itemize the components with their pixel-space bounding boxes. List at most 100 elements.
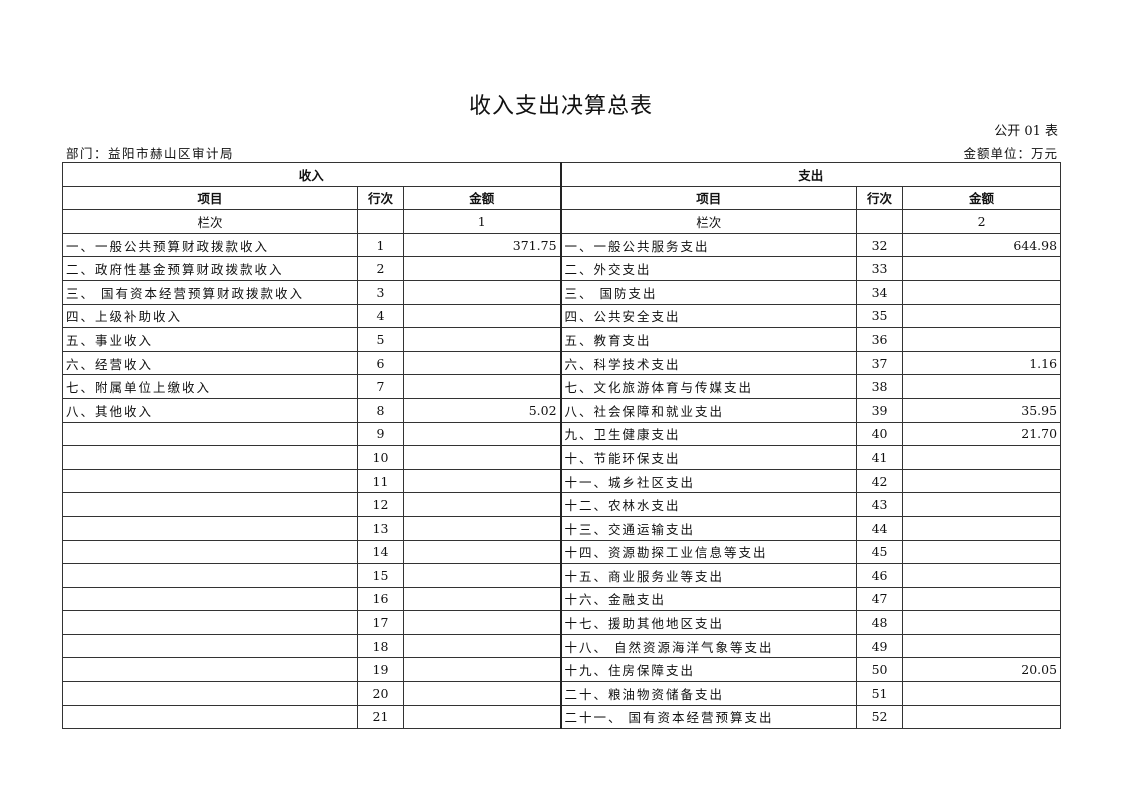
income-line-header: 行次 xyxy=(357,185,404,211)
expense-line: 34 xyxy=(856,279,904,305)
income-line: 11 xyxy=(357,468,404,494)
expense-amount: 1.16 xyxy=(902,350,1062,376)
income-item xyxy=(62,492,358,517)
income-amount: 5.02 xyxy=(402,397,562,423)
form-number: 公开 01 表 xyxy=(994,124,1058,139)
expense-amount xyxy=(902,633,1062,659)
expense-line: 33 xyxy=(856,256,904,281)
expense-amount-header: 金额 xyxy=(902,185,1062,211)
expense-line: 49 xyxy=(856,633,904,659)
income-item: 三、 国有资本经营预算财政拨款收入 xyxy=(62,279,358,305)
income-line: 10 xyxy=(357,445,404,470)
table-row: 11 十一、城乡社区支出 42 xyxy=(62,468,1062,494)
page-title: 收入支出决算总表 xyxy=(468,94,653,119)
table-row: 20 二十、粮油物资储备支出 51 xyxy=(62,681,1062,706)
income-column-number: 1 xyxy=(402,209,562,234)
income-line: 2 xyxy=(357,256,404,281)
income-line: 5 xyxy=(357,327,404,352)
expense-item: 十一、城乡社区支出 xyxy=(559,468,858,494)
section-header-row: 收入 支出 xyxy=(61,162,1062,187)
income-line: 13 xyxy=(357,515,404,541)
expense-item: 一、一般公共服务支出 xyxy=(559,232,858,258)
table-row: 12 十二、农林水支出 43 xyxy=(62,492,1062,517)
income-item xyxy=(62,633,358,659)
expense-line: 44 xyxy=(856,515,904,541)
income-line: 20 xyxy=(357,681,404,706)
income-amount xyxy=(402,633,562,659)
expense-amount xyxy=(902,681,1062,706)
table-row: 21 二十一、 国有资本经营预算支出 52 xyxy=(62,704,1062,730)
expense-line: 51 xyxy=(856,681,904,706)
expense-amount xyxy=(902,445,1062,470)
expense-item: 十三、交通运输支出 xyxy=(559,515,858,541)
income-line: 21 xyxy=(357,704,404,730)
expense-item: 八、社会保障和就业支出 xyxy=(559,397,858,423)
income-amount xyxy=(402,586,562,612)
table-row: 18 十八、 自然资源海洋气象等支出 49 xyxy=(62,633,1062,659)
income-amount xyxy=(402,374,562,399)
income-item: 八、其他收入 xyxy=(62,397,358,423)
table-row: 10 十、节能环保支出 41 xyxy=(62,445,1062,470)
income-amount xyxy=(402,468,562,494)
table-row: 9 九、卫生健康支出 40 21.70 xyxy=(62,421,1062,447)
expense-column-label: 栏次 xyxy=(559,209,858,234)
income-amount xyxy=(402,492,562,517)
income-line: 7 xyxy=(357,374,404,399)
table-row: 三、 国有资本经营预算财政拨款收入 3 三、 国防支出 34 xyxy=(62,279,1062,305)
table-row: 八、其他收入 8 5.02 八、社会保障和就业支出 39 35.95 xyxy=(62,397,1062,423)
income-item xyxy=(62,704,358,730)
expense-item: 六、科学技术支出 xyxy=(559,350,858,376)
expense-item: 九、卫生健康支出 xyxy=(559,421,858,447)
expense-amount xyxy=(902,610,1062,635)
income-item xyxy=(62,539,358,565)
expense-amount xyxy=(902,374,1062,399)
expense-amount xyxy=(902,303,1062,329)
expense-item: 二十一、 国有资本经营预算支出 xyxy=(559,704,858,730)
income-amount xyxy=(402,303,562,329)
expense-item: 十四、资源勘探工业信息等支出 xyxy=(559,539,858,565)
expense-line: 38 xyxy=(856,374,904,399)
expense-line: 50 xyxy=(856,657,904,683)
income-line: 15 xyxy=(357,563,404,588)
expense-amount: 35.95 xyxy=(902,397,1062,423)
expense-line: 41 xyxy=(856,445,904,470)
expense-amount: 21.70 xyxy=(902,421,1062,447)
income-item xyxy=(62,445,358,470)
expense-item: 二十、粮油物资储备支出 xyxy=(559,681,858,706)
income-line: 8 xyxy=(357,397,404,423)
expense-item: 十二、农林水支出 xyxy=(559,492,858,517)
column-number-row: 栏次 1 栏次 2 xyxy=(62,209,1062,234)
expense-line: 52 xyxy=(856,704,904,730)
income-line: 14 xyxy=(357,539,404,565)
expense-line: 47 xyxy=(856,586,904,612)
income-amount xyxy=(402,256,562,281)
expense-line: 35 xyxy=(856,303,904,329)
income-amount xyxy=(402,279,562,305)
expense-line: 45 xyxy=(856,539,904,565)
income-amount xyxy=(402,421,562,447)
income-column-label: 栏次 xyxy=(62,209,358,234)
table-row: 七、附属单位上缴收入 7 七、文化旅游体育与传媒支出 38 xyxy=(62,374,1062,399)
income-item xyxy=(62,681,358,706)
income-amount xyxy=(402,563,562,588)
expense-line: 43 xyxy=(856,492,904,517)
income-line: 18 xyxy=(357,633,404,659)
income-amount xyxy=(402,681,562,706)
income-expense-table: 收入 支出 项目 行次 金额 项目 行次 金额 栏次 1 栏次 2 一、一般公共… xyxy=(61,162,1062,730)
expense-item: 五、教育支出 xyxy=(559,327,858,352)
income-line: 9 xyxy=(357,421,404,447)
table-row: 一、一般公共预算财政拨款收入 1 371.75 一、一般公共服务支出 32 644.98 xyxy=(62,232,1062,258)
expense-amount: 20.05 xyxy=(902,657,1062,683)
expense-item: 四、公共安全支出 xyxy=(559,303,858,329)
income-item-header: 项目 xyxy=(62,185,358,211)
income-amount xyxy=(402,445,562,470)
income-amount xyxy=(402,610,562,635)
expense-item: 十八、 自然资源海洋气象等支出 xyxy=(559,633,858,659)
income-amount-header: 金额 xyxy=(402,185,562,211)
expense-amount: 644.98 xyxy=(902,232,1062,258)
table-row: 16 十六、金融支出 47 xyxy=(62,586,1062,612)
expense-item: 三、 国防支出 xyxy=(559,279,858,305)
income-item xyxy=(62,421,358,447)
income-amount xyxy=(402,515,562,541)
income-amount xyxy=(402,657,562,683)
